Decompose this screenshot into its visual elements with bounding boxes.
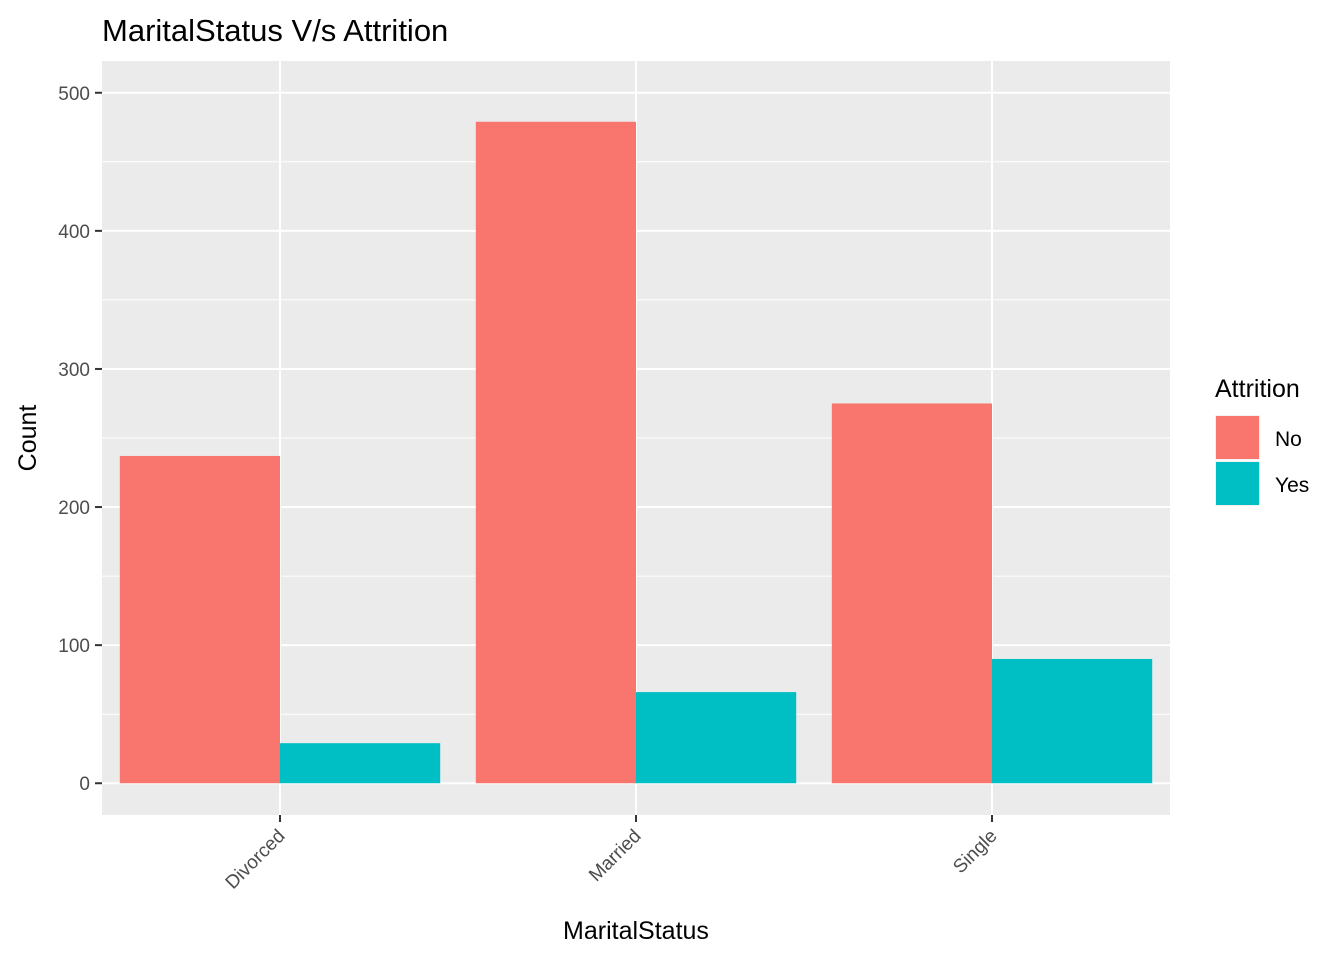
x-axis-title: MaritalStatus — [563, 917, 709, 945]
bar-married-no — [475, 121, 636, 784]
legend-title: Attrition — [1215, 375, 1300, 403]
bar-married-yes — [636, 692, 797, 784]
bar-divorced-no — [119, 455, 280, 784]
bars — [119, 121, 1153, 784]
x-tick-label: Divorced — [222, 826, 290, 894]
legend: Attrition No Yes — [1215, 375, 1309, 506]
x-axis: Divorced Married Single — [222, 815, 1002, 894]
y-tick-label: 100 — [58, 636, 90, 657]
y-tick-label: 200 — [58, 498, 90, 519]
legend-label-no: No — [1275, 428, 1302, 451]
legend-key-yes — [1216, 462, 1259, 505]
x-tick-label: Single — [949, 826, 1001, 878]
bar-divorced-yes — [280, 743, 441, 784]
bar-single-yes — [992, 658, 1153, 784]
bar-single-no — [831, 403, 992, 784]
y-tick-label: 400 — [58, 222, 90, 243]
y-axis: 0 100 200 300 400 500 — [58, 84, 102, 795]
chart-title: MaritalStatus V/s Attrition — [102, 13, 448, 48]
y-tick-label: 0 — [79, 774, 90, 795]
legend-label-yes: Yes — [1275, 474, 1309, 497]
y-tick-label: 300 — [58, 360, 90, 381]
y-tick-label: 500 — [58, 84, 90, 105]
x-tick-label: Married — [585, 826, 645, 886]
y-axis-title: Count — [14, 405, 42, 472]
legend-key-no — [1216, 416, 1259, 459]
